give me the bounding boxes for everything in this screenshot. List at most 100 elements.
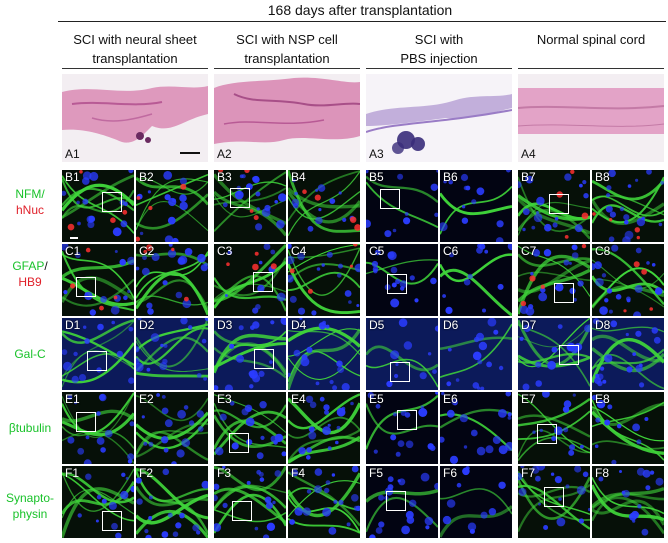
blue-nucleus: [346, 522, 351, 527]
blue-nucleus: [394, 373, 399, 379]
blue-nucleus: [146, 302, 153, 309]
blue-nucleus: [178, 255, 188, 265]
fluorescence-image: [440, 318, 512, 390]
blue-nucleus: [395, 278, 401, 285]
micrograph-panel-d4: D4: [288, 318, 360, 390]
fluorescence-image: [440, 466, 512, 538]
blue-nucleus: [258, 370, 265, 377]
green-fiber: [62, 319, 134, 344]
blue-nucleus: [637, 504, 642, 509]
green-fiber: [136, 336, 208, 373]
blue-nucleus: [579, 183, 583, 188]
blue-nucleus: [337, 273, 342, 278]
blue-nucleus: [125, 476, 129, 480]
blue-nucleus: [645, 485, 651, 491]
blue-nucleus: [252, 176, 258, 182]
fluorescence-image: [440, 244, 512, 316]
blue-nucleus: [539, 428, 543, 433]
blue-nucleus: [306, 346, 313, 353]
blue-nucleus: [476, 332, 484, 341]
blue-nucleus: [482, 308, 486, 313]
title-rule: [58, 21, 666, 22]
blue-nucleus: [256, 207, 260, 211]
panel-label: F5: [369, 466, 384, 480]
micrograph-panel-e8: E8: [592, 392, 664, 464]
blue-nucleus: [626, 296, 631, 302]
blue-nucleus: [108, 501, 117, 510]
green-fiber: [592, 354, 664, 390]
blue-nucleus: [387, 476, 394, 483]
blue-nucleus: [480, 386, 485, 390]
blue-nucleus: [269, 360, 273, 364]
green-fiber: [136, 177, 208, 195]
blue-nucleus: [569, 287, 576, 294]
blue-nucleus: [540, 287, 546, 293]
label-slash: /: [44, 259, 48, 273]
red-marker: [354, 224, 360, 231]
blue-nucleus: [462, 467, 470, 476]
zoom-region-box: [390, 362, 410, 382]
blue-nucleus: [62, 349, 68, 355]
column-rule: [62, 68, 208, 69]
micrograph-panel-c1: C1: [62, 244, 134, 316]
blue-nucleus: [266, 522, 276, 531]
blue-nucleus: [84, 291, 93, 301]
blue-nucleus: [391, 282, 397, 288]
blue-nucleus: [571, 252, 579, 259]
blue-nucleus: [114, 250, 118, 253]
column-header-line2: transplantation: [92, 51, 178, 66]
blue-nucleus: [463, 185, 469, 191]
red-marker: [122, 209, 128, 215]
green-fiber: [62, 251, 134, 312]
blue-nucleus: [550, 472, 555, 476]
panel-label: E2: [139, 392, 154, 406]
blue-nucleus: [371, 260, 378, 268]
blue-nucleus: [387, 484, 394, 490]
blue-nucleus: [163, 343, 168, 348]
blue-nucleus: [448, 179, 453, 185]
blue-nucleus: [441, 392, 445, 396]
blue-nucleus: [86, 215, 94, 224]
blue-nucleus: [338, 499, 344, 505]
blue-nucleus: [188, 420, 195, 426]
blue-nucleus: [329, 379, 334, 385]
fluorescence-image: [518, 244, 590, 316]
blue-nucleus: [129, 421, 134, 427]
blue-nucleus: [307, 225, 314, 232]
blue-nucleus: [172, 531, 179, 537]
blue-nucleus: [436, 170, 438, 173]
blue-nucleus: [332, 385, 338, 390]
blue-nucleus: [506, 170, 511, 173]
blue-nucleus: [289, 295, 297, 303]
green-fiber: [518, 318, 590, 368]
blue-nucleus: [395, 362, 399, 367]
blue-nucleus: [552, 222, 558, 228]
blue-nucleus: [231, 442, 239, 450]
blue-nucleus: [409, 275, 415, 281]
blue-nucleus: [224, 384, 233, 390]
blue-nucleus: [255, 191, 261, 197]
blue-nucleus: [477, 359, 483, 365]
blue-nucleus: [77, 221, 81, 226]
blue-nucleus: [331, 473, 336, 477]
blue-nucleus: [146, 367, 151, 372]
blue-nucleus: [644, 417, 649, 421]
blue-nucleus: [245, 417, 255, 427]
blue-nucleus: [141, 267, 150, 276]
blue-nucleus: [96, 494, 102, 500]
blue-nucleus: [467, 522, 477, 531]
blue-nucleus: [419, 372, 427, 380]
green-fiber: [288, 171, 360, 237]
red-marker: [145, 244, 153, 251]
blue-nucleus: [519, 305, 529, 314]
blue-nucleus: [167, 512, 173, 518]
blue-nucleus: [446, 409, 455, 418]
blue-nucleus: [369, 534, 376, 538]
blue-nucleus: [148, 441, 154, 447]
blue-nucleus: [524, 176, 529, 181]
blue-nucleus: [497, 283, 504, 290]
blue-nucleus: [599, 306, 608, 315]
blue-nucleus: [62, 190, 67, 196]
red-marker: [180, 183, 187, 190]
blue-nucleus: [63, 290, 68, 295]
